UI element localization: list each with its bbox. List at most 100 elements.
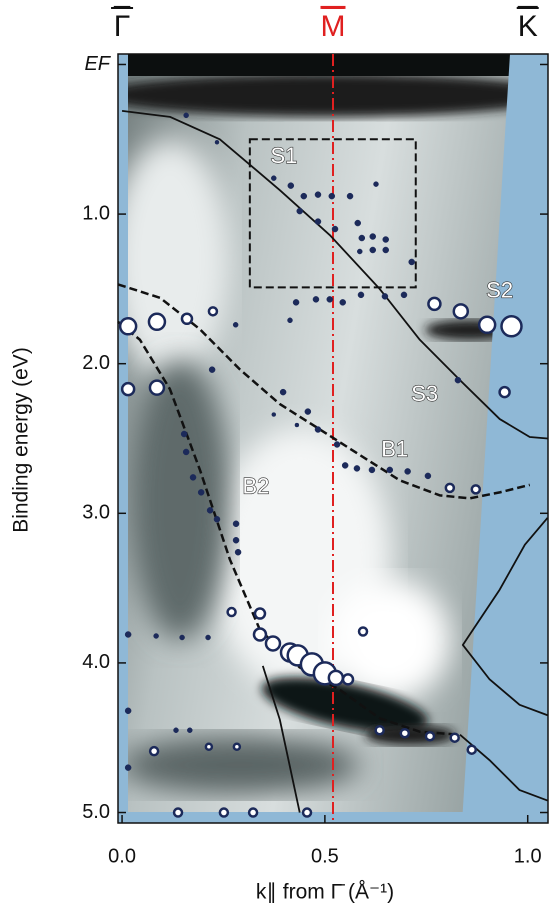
open-point xyxy=(206,744,212,750)
filled-point xyxy=(369,467,375,473)
filled-point xyxy=(409,259,415,265)
filled-point xyxy=(125,765,131,771)
symmetry-point-label: Γ xyxy=(114,10,131,43)
filled-point xyxy=(233,322,238,327)
open-point xyxy=(359,627,367,635)
filled-point xyxy=(288,318,293,323)
band-label: B2 xyxy=(242,474,269,499)
filled-point xyxy=(198,489,204,495)
open-point xyxy=(343,674,353,684)
filled-point xyxy=(405,468,411,474)
x-tick-label: 0.0 xyxy=(108,845,136,867)
symmetry-point-label: K xyxy=(518,10,538,43)
filled-point xyxy=(425,473,431,479)
open-point xyxy=(376,726,384,734)
filled-point xyxy=(187,728,192,733)
filled-point xyxy=(295,423,299,427)
open-point xyxy=(254,628,266,640)
filled-point xyxy=(181,431,187,437)
open-point xyxy=(479,317,495,333)
filled-point xyxy=(207,507,213,513)
filled-point xyxy=(383,247,389,253)
filled-point xyxy=(206,635,211,640)
y-axis-label: Binding energy (eV) xyxy=(10,347,33,533)
filled-point xyxy=(125,708,131,714)
filled-point xyxy=(233,521,239,527)
filled-point xyxy=(293,299,299,305)
open-point xyxy=(220,809,228,817)
open-point xyxy=(174,809,182,817)
filled-point xyxy=(235,549,241,555)
open-point xyxy=(234,744,240,750)
filled-point xyxy=(374,182,379,187)
filled-point xyxy=(355,220,361,226)
open-point xyxy=(446,484,454,492)
open-point xyxy=(249,809,257,817)
open-point xyxy=(472,485,480,493)
open-point xyxy=(182,314,192,324)
y-tick-label: 4.0 xyxy=(82,651,110,673)
open-point xyxy=(120,318,136,334)
filled-point xyxy=(183,449,189,455)
open-point xyxy=(122,383,134,395)
filled-point xyxy=(382,293,388,299)
filled-point xyxy=(271,176,276,181)
filled-point xyxy=(332,226,338,232)
filled-point xyxy=(305,409,311,415)
open-point xyxy=(428,298,440,310)
open-point xyxy=(149,314,165,330)
filled-point xyxy=(272,413,276,417)
y-tick-label: 1.0 xyxy=(82,202,110,224)
filled-point xyxy=(280,389,286,395)
open-point xyxy=(454,304,468,318)
filled-point xyxy=(315,192,321,198)
open-point xyxy=(303,809,311,817)
x-axis-label: k∥ from Γ̄ (Å⁻¹) xyxy=(256,881,394,904)
open-point xyxy=(501,316,521,336)
filled-point xyxy=(358,292,364,298)
filled-point xyxy=(359,235,365,241)
open-point xyxy=(426,732,434,740)
filled-point xyxy=(301,193,307,199)
filled-point xyxy=(329,193,335,199)
y-tick-label: 3.0 xyxy=(82,502,110,524)
filled-point xyxy=(357,249,362,254)
filled-point xyxy=(383,237,389,243)
filled-point xyxy=(347,193,353,199)
filled-point xyxy=(370,247,376,253)
filled-point xyxy=(288,183,294,189)
filled-point xyxy=(233,537,239,543)
open-point xyxy=(451,734,459,742)
filled-point xyxy=(401,292,407,298)
filled-point xyxy=(214,516,220,522)
y-tick-label: 2.0 xyxy=(82,352,110,374)
filled-point xyxy=(297,208,303,214)
open-point xyxy=(468,746,476,754)
open-point xyxy=(255,609,265,619)
band-label: S1 xyxy=(270,143,297,168)
filled-point xyxy=(387,467,393,473)
open-point xyxy=(266,636,280,650)
filled-point xyxy=(184,113,189,118)
filled-point xyxy=(215,140,219,144)
y-tick-label: 5.0 xyxy=(82,801,110,823)
filled-point xyxy=(334,441,340,447)
filled-point xyxy=(354,465,360,471)
filled-point xyxy=(315,219,321,225)
x-tick-label: 1.0 xyxy=(514,845,542,867)
filled-point xyxy=(154,633,159,638)
filled-point xyxy=(125,631,131,637)
band-label: S3 xyxy=(411,381,438,406)
open-point xyxy=(209,307,217,315)
filled-point xyxy=(327,296,333,302)
x-tick-label: 0.5 xyxy=(311,845,339,867)
chart: Binding energy (eV) k∥ from Γ̄ (Å⁻¹) EF 1… xyxy=(0,0,551,913)
symmetry-point-label: M xyxy=(321,10,346,43)
open-point xyxy=(500,387,510,397)
filled-point xyxy=(174,728,179,733)
y-tick-label: EF xyxy=(84,53,111,75)
filled-point xyxy=(455,377,461,383)
filled-point xyxy=(190,474,196,480)
filled-point xyxy=(342,462,348,468)
open-point xyxy=(329,671,343,685)
